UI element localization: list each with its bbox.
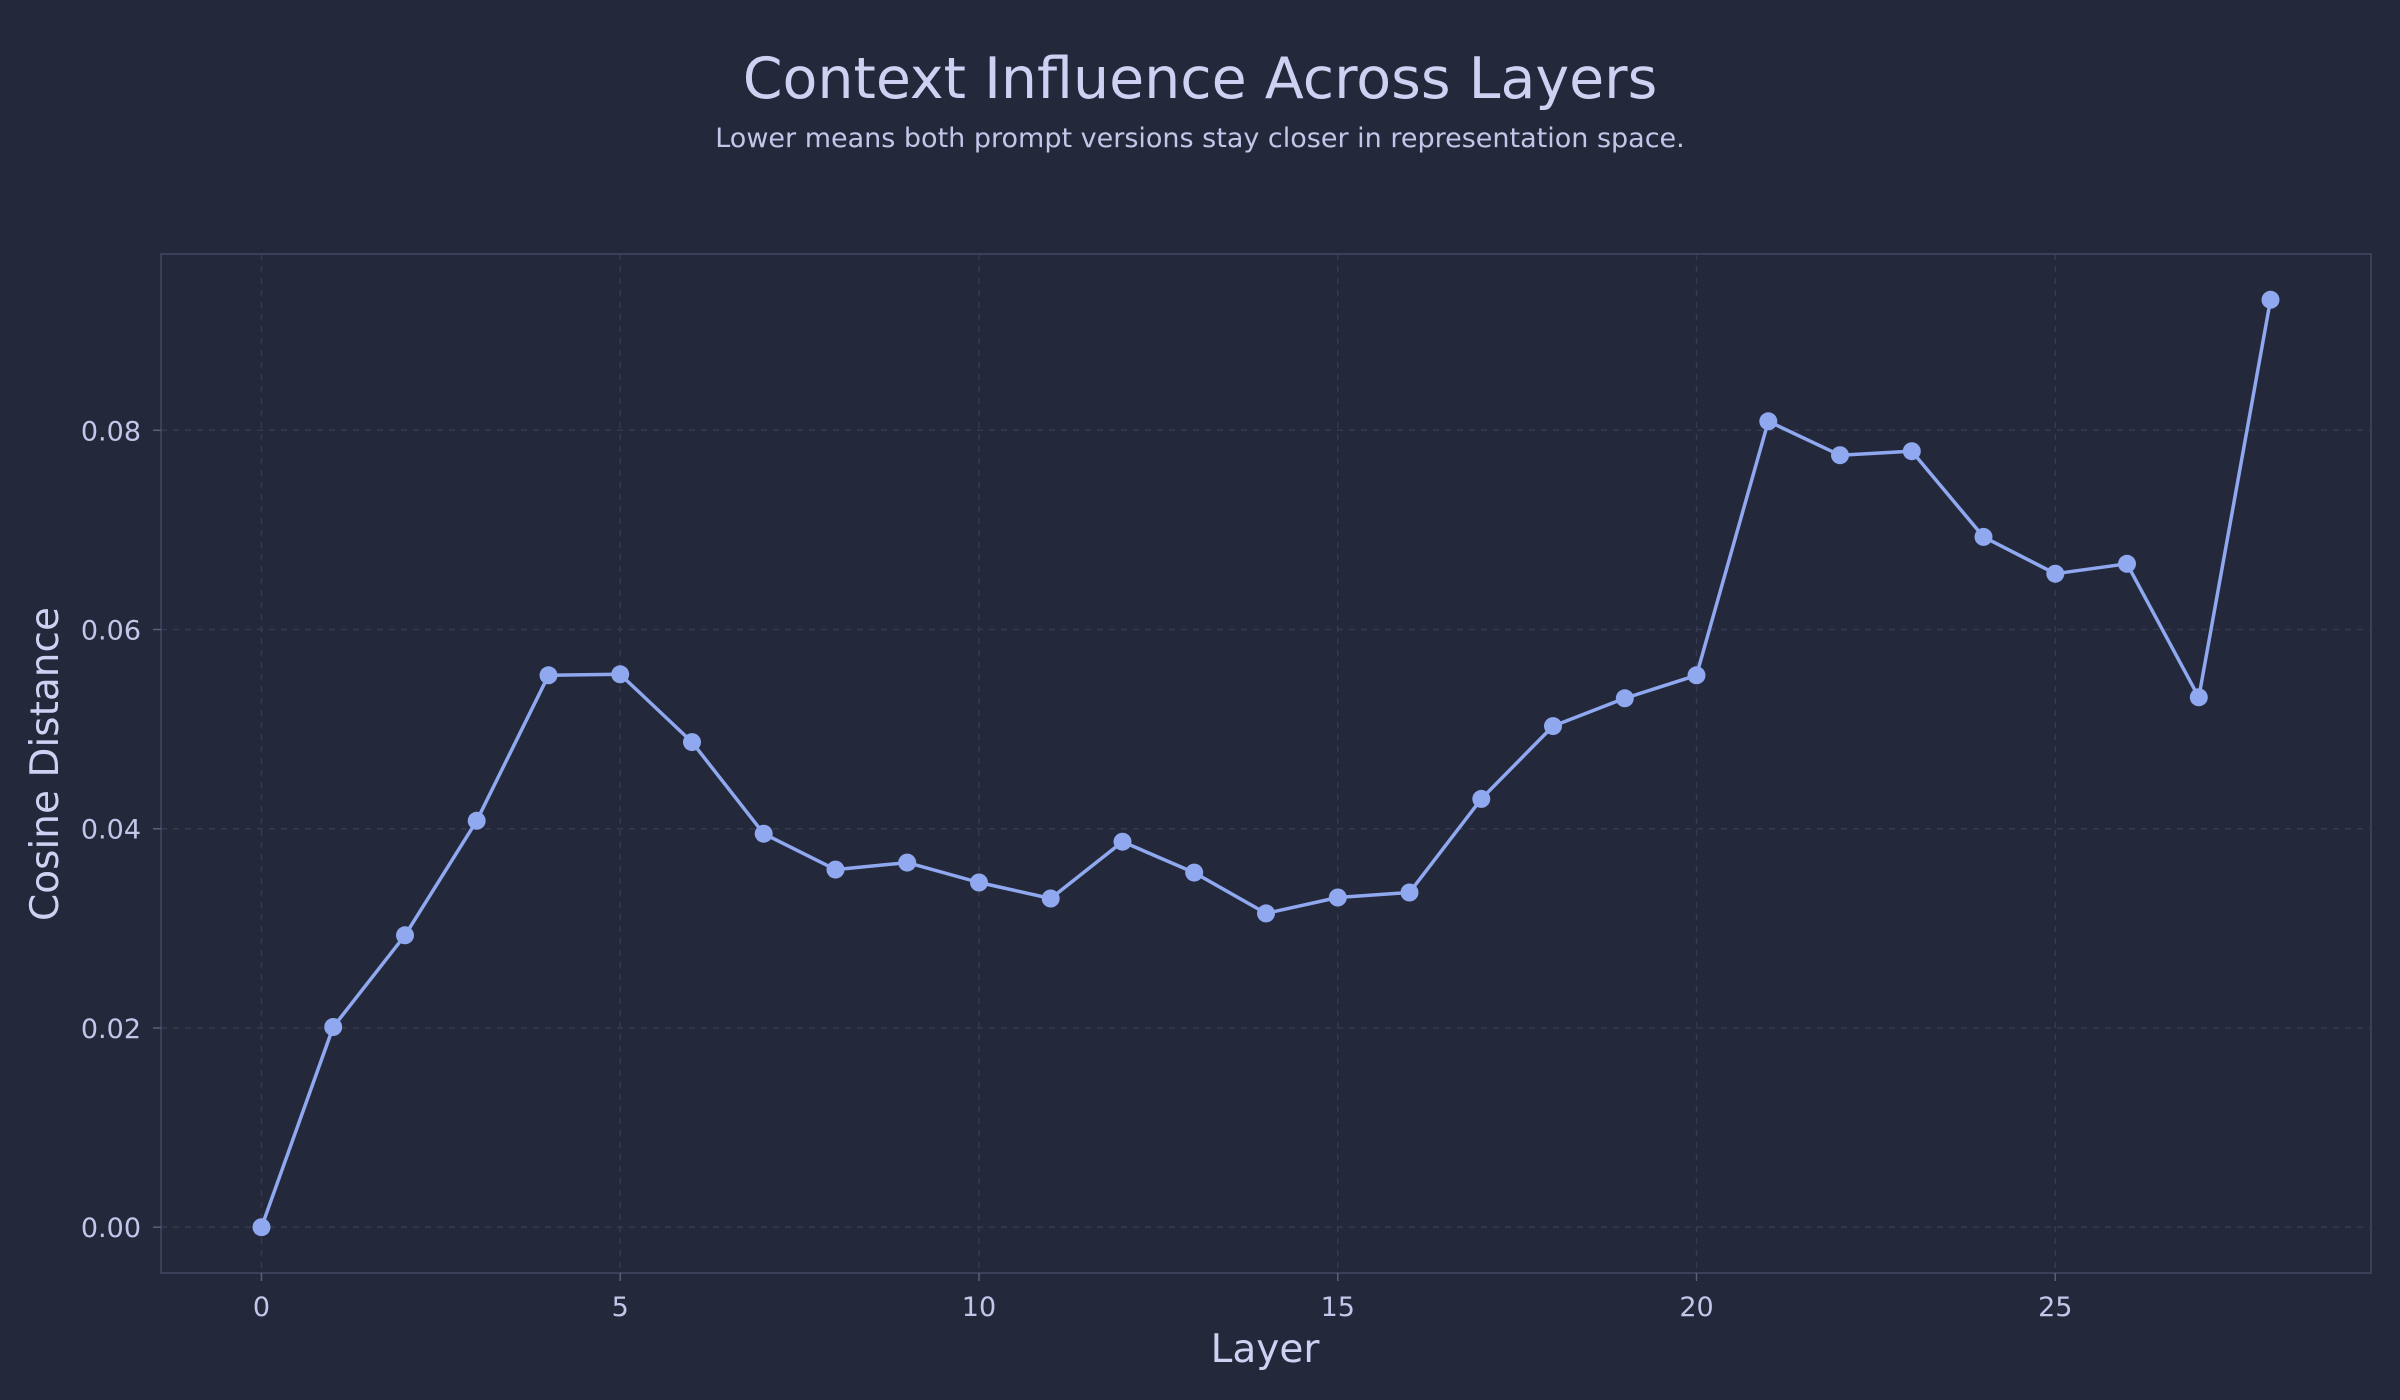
data-point [1400, 883, 1419, 902]
data-point [1902, 442, 1921, 461]
series [252, 290, 2280, 1237]
y-tick-label: 0.06 [81, 616, 141, 647]
chart-subtitle: Lower means both prompt versions stay cl… [715, 123, 1685, 154]
x-axis-label: Layer [1211, 1327, 1321, 1372]
x-tick-label: 25 [2038, 1292, 2072, 1323]
data-point [611, 665, 630, 684]
data-point [396, 926, 414, 945]
data-point [1974, 527, 1993, 546]
data-point [539, 666, 558, 685]
data-point [2261, 290, 2280, 309]
y-axis-label: Cosine Distance [23, 607, 68, 921]
x-tick-label: 15 [1321, 1292, 1355, 1323]
y-tick-label: 0.02 [81, 1014, 141, 1045]
x-tick-label: 0 [253, 1292, 270, 1323]
data-point [2189, 688, 2208, 707]
chart-title: Context Influence Across Layers [743, 46, 1658, 112]
data-point [1185, 863, 1204, 882]
data-point [1041, 889, 1060, 908]
x-tick-label: 20 [1679, 1292, 1713, 1323]
data-point [252, 1218, 271, 1237]
data-point [683, 733, 701, 752]
y-tick-label: 0.08 [81, 416, 141, 447]
data-point [1328, 888, 1347, 907]
data-point [324, 1018, 343, 1036]
y-tick-label: 0.04 [81, 815, 141, 846]
axis-ticks: 0 5 10 15 20 25 0.00 0.02 0.04 0.06 0.08 [81, 416, 2073, 1323]
series-line [259, 298, 2273, 1229]
data-point [970, 873, 988, 892]
data-point [2046, 564, 2065, 583]
data-point [467, 811, 486, 830]
data-point [1687, 666, 1706, 685]
data-point [754, 824, 773, 843]
data-point [1831, 446, 1849, 465]
data-point [1257, 904, 1275, 923]
data-point [826, 860, 845, 879]
x-tick-label: 10 [962, 1292, 996, 1323]
x-tick-label: 5 [612, 1292, 629, 1323]
data-point [1472, 789, 1491, 808]
grid [161, 254, 2371, 1273]
data-point [1544, 717, 1562, 736]
data-point [1113, 832, 1132, 851]
data-point [1759, 412, 1778, 431]
data-point [898, 853, 917, 872]
chart-header: Context Influence Across Layers Lower me… [715, 46, 1685, 154]
data-point [1615, 689, 1634, 708]
y-tick-label: 0.00 [81, 1213, 141, 1244]
data-point [2118, 554, 2136, 573]
plot-area-frame [160, 253, 2372, 1274]
